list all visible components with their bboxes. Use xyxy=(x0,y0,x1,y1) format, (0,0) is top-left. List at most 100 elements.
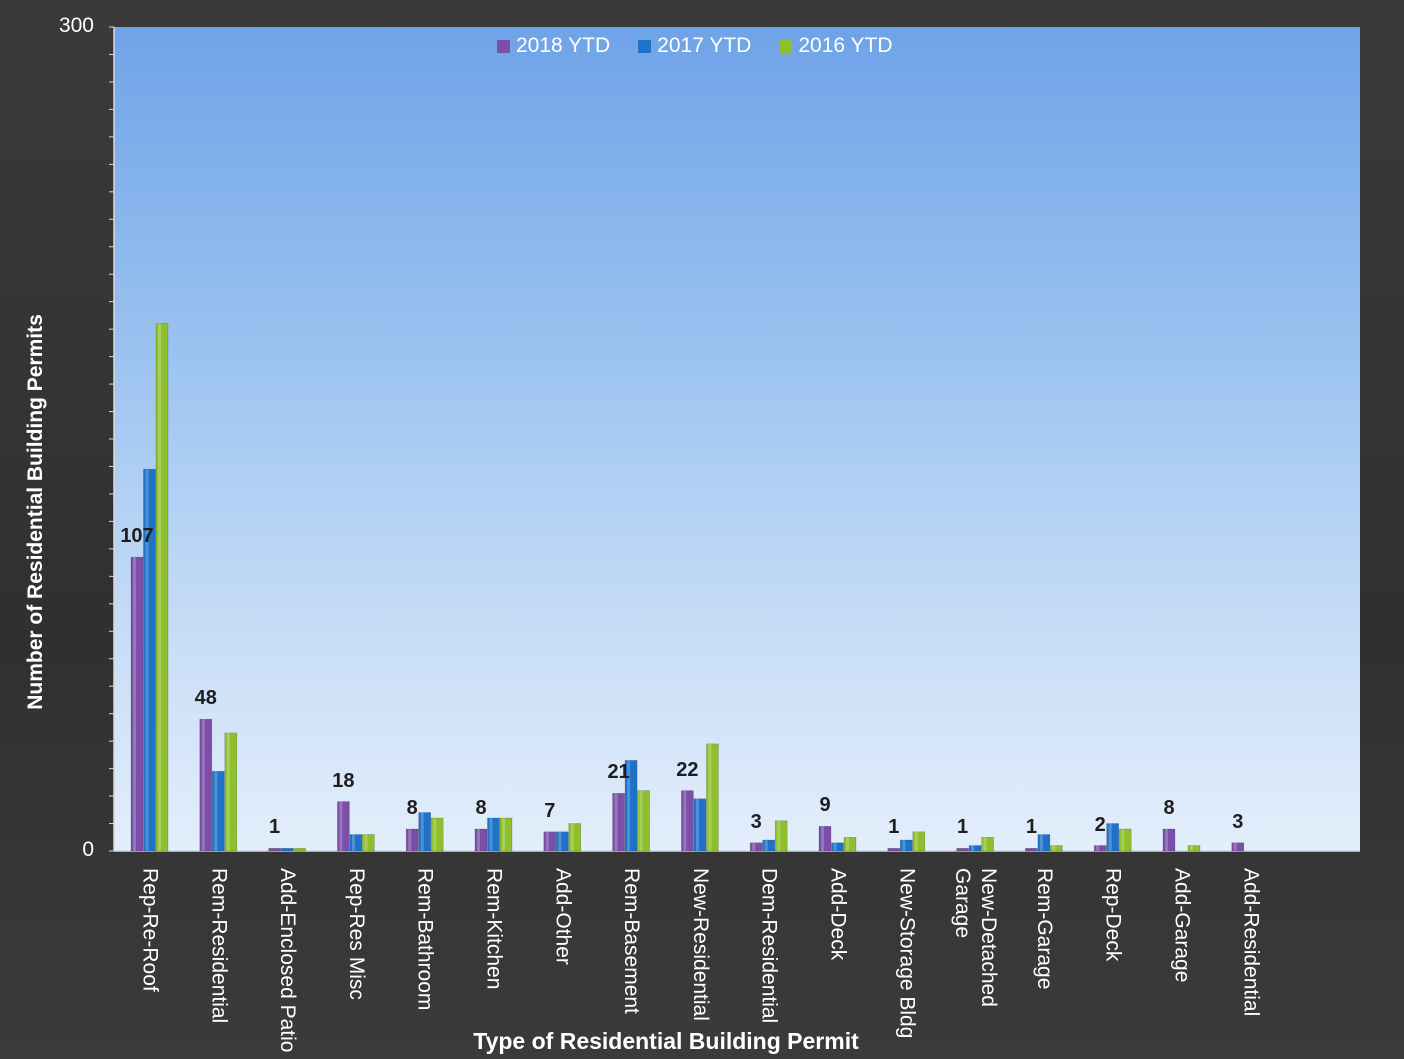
bar-2017-ytd-12 xyxy=(968,845,982,852)
data-label-2018-4: 8 xyxy=(406,797,418,820)
bar-highlight xyxy=(545,831,549,851)
data-label-2018-3: 18 xyxy=(332,769,355,792)
data-label-2018-11: 1 xyxy=(888,816,900,839)
bar-2018-ytd-7 xyxy=(612,792,625,852)
bar-highlight xyxy=(971,845,975,851)
bar-2018-ytd-2 xyxy=(268,847,281,852)
category-label-3: Rep-Res Misc xyxy=(344,868,368,1000)
bar-highlight xyxy=(708,743,712,851)
category-label-15: Add-Garage xyxy=(1170,868,1194,983)
bar-2017-ytd-6 xyxy=(555,831,569,852)
bar-2018-ytd-6 xyxy=(543,831,557,852)
data-label-2018-9: 3 xyxy=(750,810,762,833)
bar-2016-ytd-6 xyxy=(568,823,582,852)
bar-2018-ytd-9 xyxy=(749,842,763,852)
bar-highlight xyxy=(752,842,756,851)
bar-highlight xyxy=(627,760,631,851)
bar-highlight xyxy=(133,557,136,851)
data-label-2018-6: 7 xyxy=(544,799,556,822)
bar-2016-ytd-5 xyxy=(499,817,513,852)
bar-2017-ytd-13 xyxy=(1037,834,1051,852)
bar-highlight xyxy=(351,834,355,851)
bar-highlight xyxy=(983,837,987,851)
data-label-2018-13: 1 xyxy=(1025,816,1037,839)
data-label-2018-7: 21 xyxy=(607,761,630,784)
bar-2016-ytd-9 xyxy=(774,820,788,852)
bar-2016-ytd-2 xyxy=(293,847,306,852)
category-label-8: New-Residential xyxy=(688,868,712,1021)
bar-2016-ytd-4 xyxy=(430,817,444,852)
bar-highlight xyxy=(558,831,562,851)
legend-item-2017: 2017 YTD xyxy=(638,34,751,58)
data-label-2018-15: 8 xyxy=(1163,797,1175,820)
bar-2016-ytd-7 xyxy=(637,790,650,852)
bar-2016-ytd-0 xyxy=(155,323,169,852)
bar-2016-ytd-11 xyxy=(912,831,926,852)
category-label-12: New-Detached Garage xyxy=(951,868,1001,1007)
bar-highlight xyxy=(433,818,437,851)
legend: 2018 YTD 2017 YTD 2016 YTD xyxy=(497,34,893,58)
bar-highlight xyxy=(821,826,824,851)
category-label-11: New-Storage Bldg xyxy=(895,868,919,1039)
bar-2016-ytd-1 xyxy=(224,732,238,852)
bar-highlight xyxy=(364,834,368,851)
legend-swatch-2018 xyxy=(497,39,510,53)
bar-2017-ytd-3 xyxy=(349,834,363,852)
bar-2018-ytd-3 xyxy=(337,801,350,852)
bar-highlight xyxy=(1039,834,1043,851)
bar-2017-ytd-4 xyxy=(418,812,432,852)
legend-swatch-2016 xyxy=(779,39,793,53)
category-label-7: Rem-Basement xyxy=(620,868,644,1014)
category-label-10: Add-Deck xyxy=(826,868,850,961)
data-label-2018-12: 1 xyxy=(957,816,969,839)
data-label-2018-14: 2 xyxy=(1094,813,1106,836)
bar-2018-ytd-14 xyxy=(1093,845,1107,852)
bar-highlight xyxy=(1190,845,1193,851)
category-label-5: Rem-Kitchen xyxy=(482,868,506,990)
bar-2016-ytd-14 xyxy=(1118,828,1132,852)
bar-2017-ytd-14 xyxy=(1106,823,1119,852)
bar-highlight xyxy=(614,793,618,851)
bar-highlight xyxy=(420,812,424,851)
bar-highlight xyxy=(570,823,574,851)
bar-highlight xyxy=(339,801,343,851)
bar-2016-ytd-13 xyxy=(1050,845,1063,852)
y-axis-label: Number of Residential Building Permits xyxy=(24,314,47,710)
bar-2018-ytd-11 xyxy=(887,847,901,852)
category-label-6: Add-Other xyxy=(551,868,575,965)
bar-2017-ytd-10 xyxy=(831,842,844,852)
bar-2016-ytd-15 xyxy=(1187,845,1201,852)
bar-highlight xyxy=(1233,842,1237,851)
category-label-14: Rep-Deck xyxy=(1101,868,1125,962)
bar-2017-ytd-9 xyxy=(762,839,776,852)
bar-2016-ytd-8 xyxy=(706,743,719,852)
category-label-4: Rem-Bathroom xyxy=(413,868,437,1011)
bar-2018-ytd-4 xyxy=(405,828,419,852)
bar-highlight xyxy=(502,818,505,851)
bar-2018-ytd-16 xyxy=(1231,842,1245,852)
legend-swatch-2017 xyxy=(638,39,652,53)
data-label-2018-5: 8 xyxy=(475,797,487,820)
data-label-2018-0: 107 xyxy=(120,525,154,548)
bar-highlight xyxy=(695,798,699,851)
bar-2016-ytd-3 xyxy=(362,834,375,852)
bar-2017-ytd-0 xyxy=(143,468,156,852)
bar-highlight xyxy=(764,840,768,851)
bar-highlight xyxy=(226,732,230,851)
data-label-2018-16: 3 xyxy=(1232,810,1244,833)
bar-highlight xyxy=(1108,823,1112,851)
bar-highlight xyxy=(914,831,918,851)
bar-2017-ytd-5 xyxy=(487,817,500,852)
bar-highlight xyxy=(408,829,412,851)
bar-highlight xyxy=(214,771,218,851)
bar-2017-ytd-7 xyxy=(624,760,638,852)
bar-highlight xyxy=(145,469,149,851)
bar-highlight xyxy=(1165,829,1168,851)
bar-2016-ytd-12 xyxy=(981,836,994,852)
bar-highlight xyxy=(846,837,849,851)
bar-highlight xyxy=(1121,829,1125,851)
category-label-16: Add-Residential xyxy=(1239,868,1263,1017)
data-label-2018-1: 48 xyxy=(194,687,217,710)
